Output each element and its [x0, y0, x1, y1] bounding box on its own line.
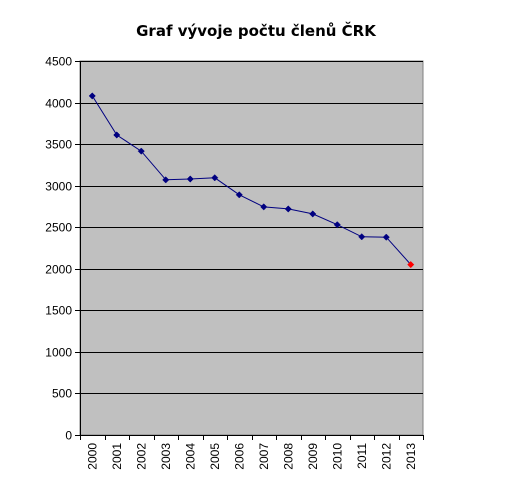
- series-line: [91, 95, 412, 265]
- y-tick-label: 0: [65, 429, 72, 443]
- x-tick-label: 2010: [330, 443, 344, 470]
- y-tick-label: 2000: [45, 263, 72, 277]
- x-tick-label: 2007: [257, 443, 271, 470]
- y-tick-label: 4500: [45, 55, 72, 69]
- x-tick-label: 2000: [85, 443, 99, 470]
- data-point: [382, 233, 390, 241]
- x-tick-label: 2003: [159, 443, 173, 470]
- y-tick-label: 3000: [45, 180, 72, 194]
- data-point: [284, 205, 292, 213]
- x-tick-labels: 2000 2001 2002 2003 2004 2005 2006 2007 2008 2009…: [85, 443, 418, 470]
- chart-title: Graf vývoje počtu členů ČRK: [136, 21, 377, 40]
- data-point-highlighted: [407, 261, 415, 269]
- data-point: [186, 175, 194, 183]
- x-tick-label: 2005: [208, 443, 222, 470]
- data-point: [137, 147, 145, 155]
- x-tick-label: 2001: [110, 443, 124, 470]
- y-tick-labels: 0 500 1000 1500 2000 2500 3000 3500 4000 4500: [45, 55, 72, 443]
- plot-area: [79, 60, 424, 436]
- axes: [75, 61, 424, 440]
- x-tick-label: 2004: [183, 443, 197, 470]
- y-tick-label: 3500: [45, 138, 72, 152]
- data-point: [260, 203, 268, 211]
- data-point: [88, 92, 96, 100]
- x-tick-label: 2011: [355, 443, 369, 469]
- data-point: [113, 131, 121, 139]
- data-point: [235, 191, 243, 199]
- x-tick-label: 2006: [232, 443, 246, 470]
- data-point: [333, 221, 341, 229]
- x-tick-label: 2012: [379, 443, 393, 470]
- data-point: [358, 233, 366, 241]
- data-markers: [88, 92, 415, 269]
- x-tick-label: 2002: [134, 443, 148, 470]
- y-tick-label: 1500: [45, 304, 72, 318]
- y-tick-label: 2500: [45, 221, 72, 235]
- x-tick-label: 2009: [306, 443, 320, 470]
- x-tick-label: 2008: [281, 443, 295, 470]
- y-tick-label: 500: [52, 387, 72, 401]
- grid-lines: [80, 61, 423, 394]
- x-tick-label: 2013: [404, 443, 418, 470]
- data-point: [211, 174, 219, 182]
- y-tick-label: 4000: [45, 97, 72, 111]
- series-line-layer: [91, 95, 412, 265]
- y-tick-label: 1000: [45, 346, 72, 360]
- data-point: [309, 210, 317, 218]
- data-point: [162, 176, 170, 184]
